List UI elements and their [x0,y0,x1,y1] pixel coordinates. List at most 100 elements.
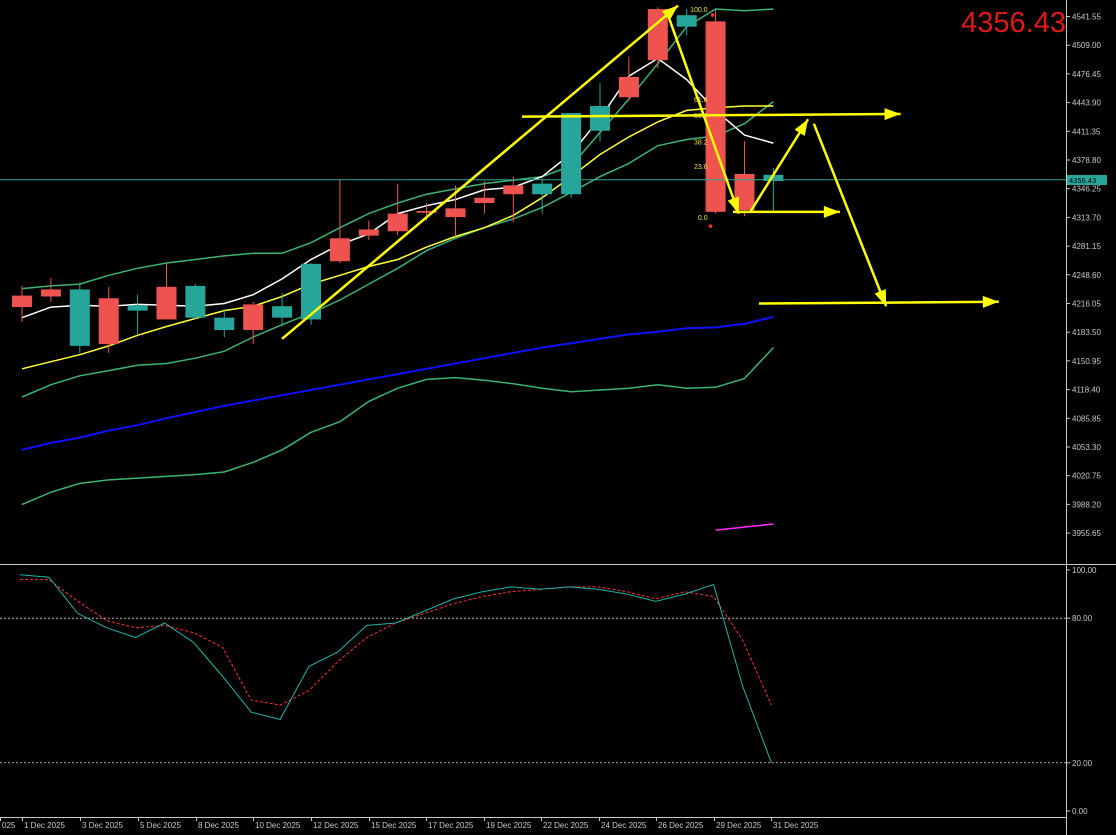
price-axis[interactable]: 4541.55 4509.00 4476.45 4443.90 4411.35 4378.… [1066,13,1101,539]
up-arrow-main-head [661,5,679,21]
candle-body [156,286,177,320]
candle-body [358,229,379,236]
price-tick-label: 4541.55 [1072,13,1101,22]
candle-body [214,317,235,330]
stochastic-main-line [19,574,772,763]
up-arrow-rebound-shaft [749,118,810,213]
fib-anchor-top [710,13,715,17]
stoch-tick-label: 0.00 [1072,807,1088,816]
fib-label: 23.6 [694,164,708,171]
candle-body [185,285,206,318]
price-tick-label: 4281.15 [1072,242,1101,251]
fib-label: 38.2 [694,139,708,146]
date-tick-label: 12 Dec 2025 [313,821,359,830]
date-tick-label: 22 Dec 2025 [543,821,589,830]
stochastic-axis[interactable]: 100.00 80.00 20.00 0.00 [1066,566,1097,816]
current-price-display: 4356.43 [961,7,1066,39]
price-tick-label: 4378.80 [1072,156,1101,165]
date-tick-label: 8 Dec 2025 [198,821,239,830]
candle-body [647,9,668,61]
resistance-arrow-head [884,108,901,121]
price-tick-label: 4248.60 [1072,271,1101,280]
candle-body [272,306,293,318]
price-tick-label: 4118.40 [1072,386,1101,395]
price-tag: 4356.43 [1067,175,1107,185]
price-tag-label: 4356.43 [1069,176,1096,185]
price-tick-label: 4216.05 [1072,300,1101,309]
target-arrow-head [982,295,999,308]
price-tick-label: 4183.50 [1072,328,1101,337]
candle-body [416,210,437,213]
magenta-line [715,523,774,531]
price-tick-label: 4443.90 [1072,99,1101,108]
price-tick-label: 4150.95 [1072,357,1101,366]
price-tick-label: 3955.65 [1072,529,1101,538]
date-tick-label: 24 Dec 2025 [601,821,647,830]
fib-label: 100.0 [690,7,708,14]
stochastic-panel[interactable] [0,574,1066,764]
candle-body [474,197,495,204]
price-tick-label: 4053.30 [1072,443,1101,452]
support-arrow-head [823,205,840,218]
candle-body [590,106,610,131]
date-tick-label: 19 Dec 2025 [486,821,532,830]
candle-body [618,76,639,98]
price-tick-label: 4085.85 [1072,414,1101,423]
target-arrow-shaft [758,300,999,305]
down-arrow-retrace-head [727,196,740,214]
date-tick-label: 10 Dec 2025 [255,821,301,830]
candle-body [763,174,784,181]
candle-body [301,263,321,320]
stoch-tick-label: 100.00 [1072,566,1097,575]
candle-body [705,21,726,212]
price-tick-label: 4020.75 [1072,472,1101,481]
candle-body [676,15,697,27]
price-tick-label: 4346.25 [1072,185,1101,194]
candle-body [387,213,408,232]
date-tick-label: 15 Dec 2025 [371,821,417,830]
bollinger-lower-line [21,347,774,506]
fib-label: 0.0 [698,215,708,222]
fib-anchor-bottom [708,224,713,228]
candle-body [69,289,90,346]
candle-body [561,113,582,195]
candle-body [445,208,466,218]
price-tick-label: 4313.70 [1072,213,1101,222]
ma-mid-line [21,105,774,370]
candle-body [127,305,148,311]
up-arrow-main-shaft [281,4,679,340]
candle-body [503,185,524,195]
date-tick-label: 29 Dec 2025 [716,821,762,830]
candle-body [734,173,755,211]
price-tick-label: 4411.35 [1072,127,1101,136]
bollinger-middle-line [21,101,774,398]
price-tag-background [1067,175,1107,185]
candle-body [12,295,32,308]
date-tick-label: 5 Dec 2025 [140,821,181,830]
up-arrow-rebound-head [794,119,809,137]
date-tick-label: 26 Dec 2025 [658,821,704,830]
price-tick-label: 3988.20 [1072,500,1101,509]
candle-body [532,183,553,195]
trend-arrows [281,4,999,340]
ma-slow-line [21,315,774,451]
fib-label: 61.8 [694,97,708,104]
resistance-arrow-shaft [521,112,901,118]
candle-body [98,298,119,345]
down-arrow-target-shaft [812,123,888,307]
price-tick-label: 4476.45 [1072,70,1101,79]
date-tick-label: 1 Dec 2025 [24,821,65,830]
candle-body [40,289,61,297]
stoch-tick-label: 80.00 [1072,614,1093,623]
date-tick-label: 31 Dec 2025 [773,821,819,830]
time-axis[interactable]: 025 1 Dec 2025 3 Dec 2025 5 Dec 2025 8 Dec 2… [0,817,819,830]
date-tick-label: 17 Dec 2025 [428,821,474,830]
down-arrow-retrace-shaft [665,10,740,215]
stoch-tick-label: 20.00 [1072,759,1093,768]
date-tick-label: 025 [2,821,16,830]
price-tick-label: 4509.00 [1072,41,1101,50]
stochastic-levels [0,617,1066,764]
price-panel[interactable]: 100.061.850.038.223.60.0 4356.43 [0,4,1066,531]
